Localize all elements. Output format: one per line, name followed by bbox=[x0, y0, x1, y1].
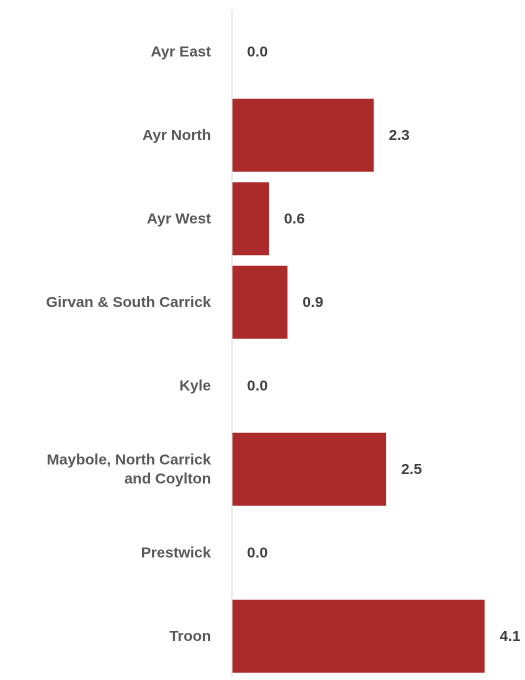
bars-group bbox=[232, 98, 485, 673]
data-label: 0.0 bbox=[247, 377, 268, 394]
bar bbox=[232, 432, 387, 506]
category-label: Prestwick bbox=[141, 544, 212, 561]
category-label: Ayr East bbox=[151, 43, 211, 60]
data-label: 0.6 bbox=[284, 210, 305, 227]
data-label: 0.0 bbox=[247, 544, 268, 561]
category-label: Maybole, North Carrick and Coylton bbox=[47, 451, 212, 487]
bar bbox=[232, 599, 485, 673]
data-label: 0.9 bbox=[302, 294, 323, 311]
category-label: Ayr West bbox=[147, 210, 211, 227]
category-label: Kyle bbox=[179, 377, 211, 394]
category-label: Girvan & South Carrick bbox=[46, 294, 212, 311]
category-label: Troon bbox=[169, 628, 211, 645]
data-label: 2.3 bbox=[389, 127, 410, 144]
bar bbox=[232, 265, 288, 339]
category-labels-group: Ayr East Ayr North Ayr West Girvan & South … bbox=[46, 43, 212, 645]
data-label: 0.0 bbox=[247, 43, 268, 60]
data-label: 4.1 bbox=[500, 628, 521, 645]
data-label: 2.5 bbox=[401, 461, 422, 478]
bar bbox=[232, 182, 269, 256]
bar bbox=[232, 98, 374, 172]
value-labels-group: 0.0 2.3 0.6 0.9 0.0 2.5 0.0 4.1 bbox=[247, 43, 521, 645]
category-label: Ayr North bbox=[142, 127, 211, 144]
